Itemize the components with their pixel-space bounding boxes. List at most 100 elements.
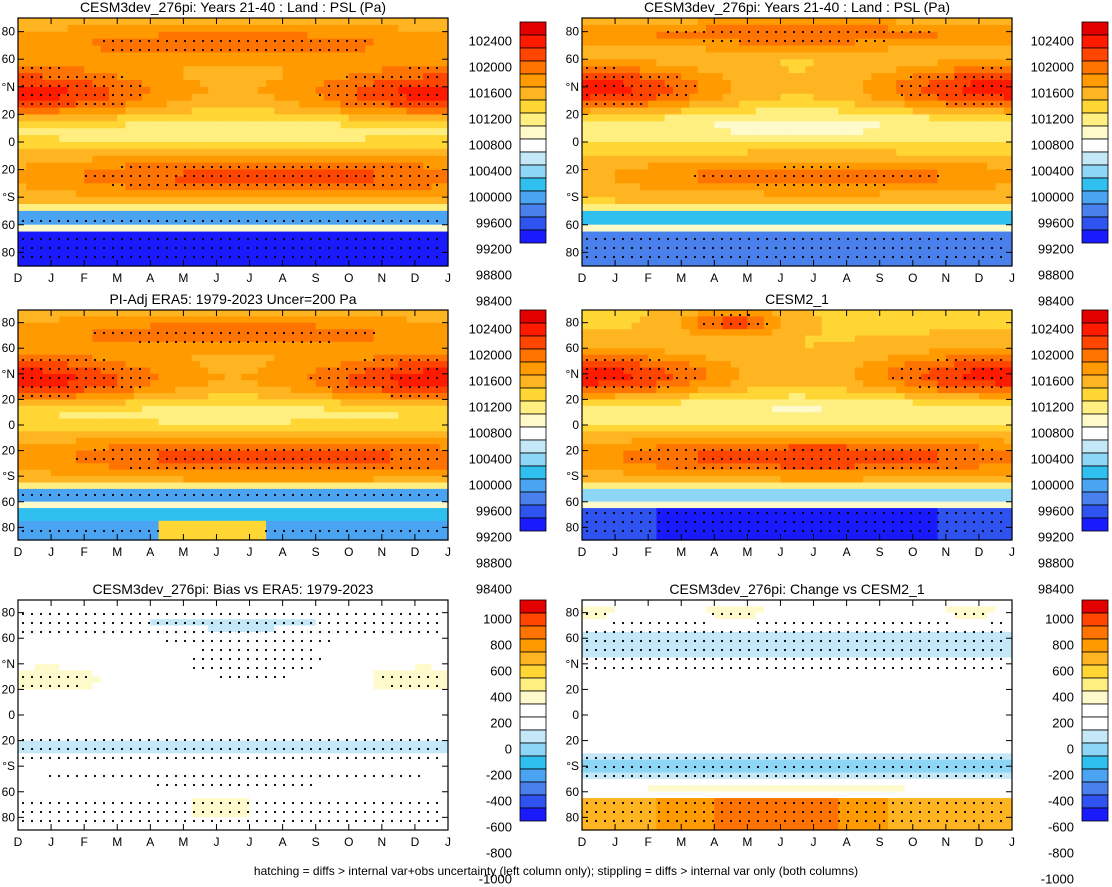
heatmap-cell xyxy=(681,80,691,88)
heatmap-cell xyxy=(332,80,342,88)
heatmap-cell xyxy=(945,128,955,136)
heatmap-cell xyxy=(26,329,36,337)
heatmap-cell xyxy=(706,86,715,95)
stipple-dot xyxy=(219,255,223,259)
heatmap-cell xyxy=(100,217,110,226)
stipple-dot xyxy=(219,165,223,169)
heatmap-cell xyxy=(183,183,193,191)
heatmap-cell xyxy=(730,204,740,212)
heatmap-cell xyxy=(290,169,300,178)
heatmap-cell xyxy=(406,155,416,164)
heatmap-cell xyxy=(274,73,284,81)
heatmap-cell xyxy=(763,107,773,116)
stipple-dot xyxy=(201,183,205,187)
heatmap-cell xyxy=(854,190,864,198)
heatmap-cell xyxy=(59,93,69,102)
stipple-dot xyxy=(693,174,697,178)
heatmap-cell xyxy=(290,114,300,122)
stipple-dot xyxy=(801,30,805,34)
stipple-dot xyxy=(435,75,439,79)
heatmap-cell xyxy=(117,18,127,26)
heatmap-cell xyxy=(158,259,168,267)
heatmap-cell xyxy=(648,66,658,74)
heatmap-cell xyxy=(431,210,441,219)
heatmap-cell xyxy=(706,162,715,171)
heatmap-cell xyxy=(598,121,608,129)
stipple-dot xyxy=(585,66,589,70)
heatmap-cell xyxy=(75,169,85,178)
heatmap-cell xyxy=(216,224,226,233)
heatmap-cell xyxy=(158,80,168,88)
heatmap-cell xyxy=(142,183,151,191)
heatmap-cell xyxy=(34,310,44,317)
stipple-dot xyxy=(408,75,412,79)
heatmap-cell xyxy=(142,204,151,212)
heatmap-cell xyxy=(912,210,922,219)
heatmap-cell xyxy=(18,142,27,150)
y-tick-label: 80 xyxy=(566,245,580,259)
heatmap-cell xyxy=(598,245,608,253)
stipple-dot xyxy=(954,102,958,106)
y-tick-label: °S xyxy=(2,190,15,204)
stipple-dot xyxy=(84,84,88,88)
heatmap-cell xyxy=(830,80,839,88)
heatmap-cell xyxy=(706,135,715,143)
heatmap-cell xyxy=(1003,38,1013,47)
heatmap-cell xyxy=(954,135,963,143)
heatmap-cell xyxy=(912,93,922,102)
heatmap-cell xyxy=(348,114,358,122)
heatmap-cell xyxy=(987,148,997,157)
heatmap-cell xyxy=(838,197,848,205)
heatmap-cell xyxy=(150,252,160,260)
stipple-dot xyxy=(435,174,439,178)
heatmap-cell xyxy=(299,148,309,157)
stipple-dot xyxy=(426,102,430,106)
heatmap-cell xyxy=(175,210,184,219)
heatmap-cell xyxy=(615,80,624,88)
stipple-dot xyxy=(372,219,376,223)
heatmap-cell xyxy=(656,45,666,54)
heatmap-cell xyxy=(598,259,608,267)
stipple-dot xyxy=(174,48,178,52)
heatmap-cell xyxy=(664,100,674,109)
stipple-dot xyxy=(57,237,61,241)
heatmap-cell xyxy=(208,128,218,136)
heatmap-cell xyxy=(357,322,366,330)
heatmap-cell xyxy=(962,231,972,240)
heatmap-cell xyxy=(117,245,127,253)
heatmap-cell xyxy=(208,176,218,184)
heatmap-cell xyxy=(763,183,773,191)
heatmap-cell xyxy=(978,128,988,136)
heatmap-cell xyxy=(648,231,658,240)
heatmap-cell xyxy=(921,252,930,260)
heatmap-cell xyxy=(887,59,897,67)
heatmap-cell xyxy=(606,162,616,171)
heatmap-cell xyxy=(656,31,666,40)
heatmap-cell xyxy=(623,52,633,60)
heatmap-cell xyxy=(191,80,201,88)
heatmap-cell xyxy=(863,217,873,226)
heatmap-cell xyxy=(431,169,441,178)
heatmap-cell xyxy=(274,38,284,47)
heatmap-cell xyxy=(414,238,424,246)
heatmap-cell xyxy=(590,59,600,67)
stipple-dot xyxy=(864,237,868,241)
heatmap-cell xyxy=(747,66,757,74)
heatmap-cell xyxy=(863,73,873,81)
heatmap-cell xyxy=(681,238,691,246)
heatmap-cell xyxy=(780,176,790,184)
heatmap-cell xyxy=(150,155,160,164)
heatmap-cell xyxy=(398,316,408,324)
heatmap-cell xyxy=(863,100,873,109)
heatmap-cell xyxy=(307,100,317,109)
heatmap-cell xyxy=(323,38,333,47)
colorbar-swatch xyxy=(519,86,547,101)
heatmap-cell xyxy=(257,176,267,184)
stipple-dot xyxy=(156,255,160,259)
heatmap-cell xyxy=(813,80,823,88)
heatmap-cell xyxy=(706,148,715,157)
heatmap-cell xyxy=(615,259,624,267)
stipple-dot xyxy=(918,174,922,178)
heatmap-cell xyxy=(780,31,790,40)
heatmap-cell xyxy=(929,52,939,60)
